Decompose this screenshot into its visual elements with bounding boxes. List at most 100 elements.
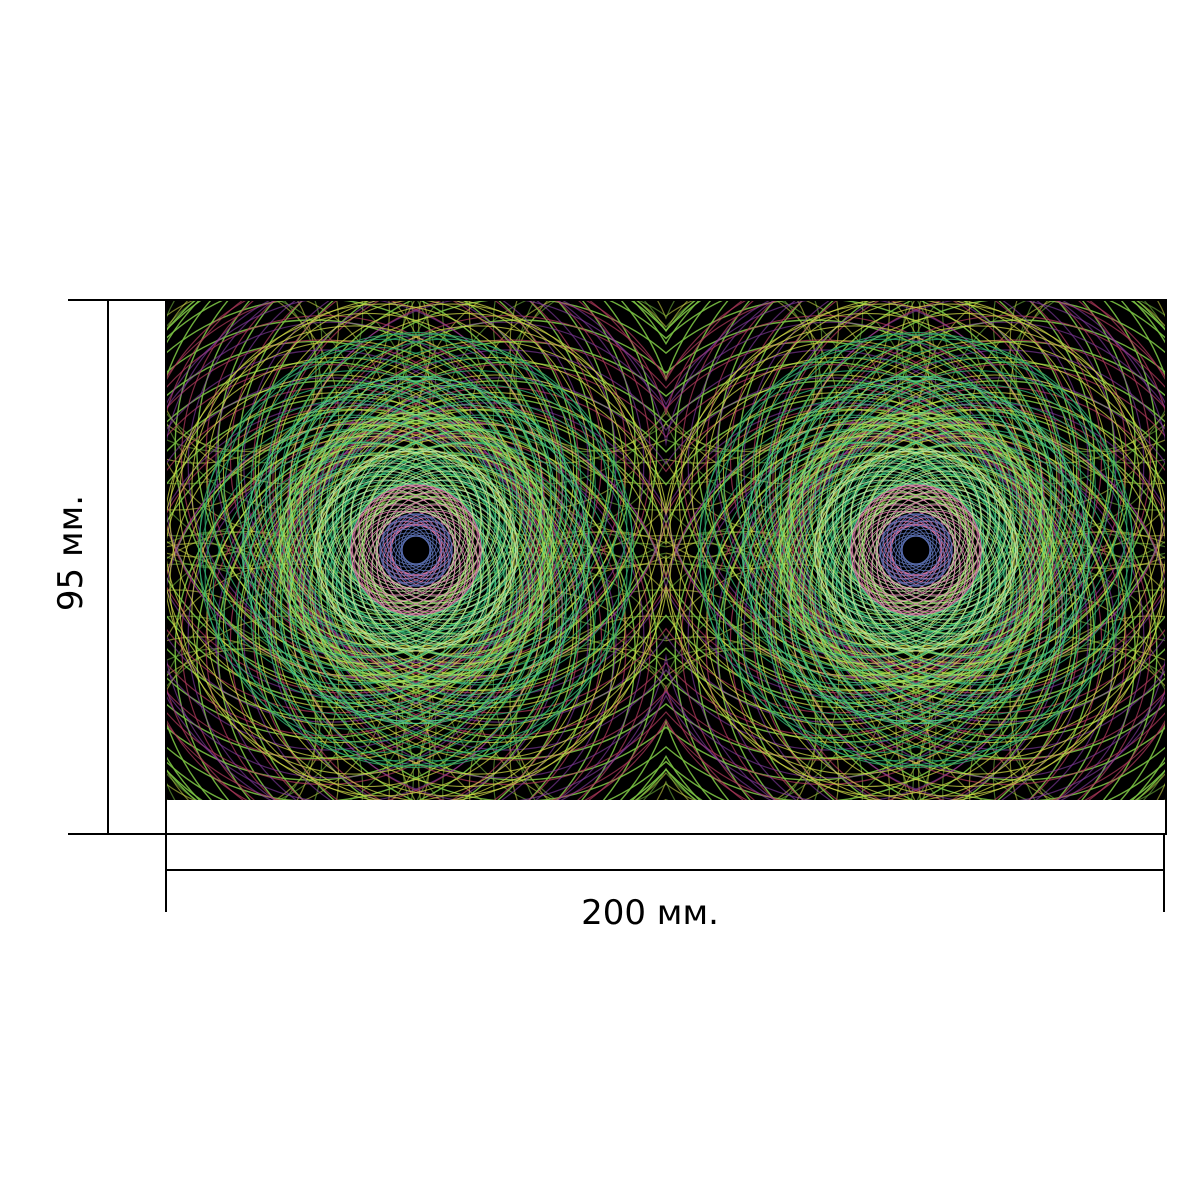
spiro-ring — [706, 303, 1058, 655]
spiro-ring — [379, 524, 431, 576]
spiro-ring — [898, 532, 950, 584]
spirograph-pattern-icon — [666, 300, 1166, 800]
spiro-ring — [831, 495, 1023, 687]
spiro-ring — [776, 479, 1018, 721]
spiro-ring — [390, 504, 482, 596]
spiro-ring — [243, 300, 645, 665]
spiro-ring — [799, 339, 1166, 761]
spiro-ring — [279, 361, 666, 800]
spiro-ring — [857, 433, 1049, 625]
spiro-ring — [366, 455, 508, 597]
spiro-ring — [380, 520, 432, 572]
spiro-ring — [894, 514, 946, 566]
spiro-ring — [166, 361, 553, 800]
spiro-ring — [309, 413, 501, 605]
spiro-ring — [215, 439, 617, 800]
spiro-ring — [166, 300, 553, 739]
spiro-ring — [358, 488, 450, 580]
spiro-ring — [809, 495, 1001, 687]
spiro-ring — [301, 377, 666, 779]
spiro-ring — [386, 492, 478, 584]
spiro-ring — [687, 300, 1089, 665]
spiro-ring — [386, 514, 438, 566]
spiro-ring — [372, 462, 513, 604]
spiro-ring — [380, 528, 432, 580]
spiro-ring — [774, 303, 1126, 655]
spiro-ring — [398, 516, 450, 568]
height-label: 95 мм. — [51, 495, 91, 611]
spiro-ring — [324, 455, 466, 597]
spiro-ring — [850, 448, 991, 590]
spiro-ring — [890, 513, 942, 565]
spiro-ring — [841, 510, 982, 652]
spiro-ring — [666, 319, 1044, 781]
spiro-ring — [872, 462, 1013, 604]
spiro-ring — [705, 300, 1127, 667]
spiro-ring — [715, 300, 1117, 661]
spiro-ring — [370, 524, 462, 616]
spiro-ring — [341, 510, 482, 652]
spiro-ring — [318, 357, 620, 659]
spiro-ring — [223, 346, 525, 648]
spiro-ring — [765, 466, 1067, 769]
spiro-ring — [274, 303, 626, 655]
spiro-ring — [400, 528, 452, 580]
spiro-ring — [666, 321, 1031, 723]
spiro-ring — [205, 433, 627, 800]
spiro-ring — [389, 498, 481, 590]
spiro-ring — [712, 357, 1014, 659]
spiro-ring — [882, 516, 934, 568]
spiro-ring — [215, 300, 617, 661]
spiro-ring — [307, 346, 609, 648]
spiro-ring — [743, 442, 985, 684]
spiro-ring — [331, 413, 523, 605]
spiro-ring — [875, 470, 1017, 612]
spiro-ring — [376, 485, 468, 577]
spiro-ring — [880, 528, 932, 580]
spiro-ring — [350, 504, 442, 596]
spiro-ring — [788, 319, 1166, 781]
spiro-ring — [799, 491, 991, 683]
spiro-ring — [386, 534, 438, 586]
spiro-ring — [898, 516, 950, 568]
spiro-ring — [809, 413, 1001, 605]
spiro-ring — [390, 535, 442, 587]
spiro-ring — [847, 416, 1089, 658]
spiro-ring — [375, 488, 517, 630]
spiro-ring — [783, 475, 975, 667]
spiro-ring — [743, 416, 985, 658]
spiro-ring — [805, 349, 1166, 751]
spiro-ring — [319, 462, 460, 604]
spiro-ring — [666, 349, 1027, 751]
spiro-ring — [858, 488, 950, 580]
spiro-ring — [777, 454, 969, 646]
spiro-ring — [243, 435, 645, 800]
spiro-ring — [206, 445, 558, 797]
spiro-ring — [315, 470, 457, 612]
spiro-ring — [872, 496, 1013, 638]
spiro-ring — [315, 488, 457, 630]
spiro-ring — [841, 491, 1033, 683]
width-label: 200 мм. — [581, 893, 719, 933]
spiro-ring — [850, 504, 942, 596]
spiro-ring — [866, 455, 1008, 597]
spiro-ring — [841, 417, 1033, 609]
spiro-ring — [814, 379, 1056, 621]
spiro-ring — [715, 439, 1117, 800]
spiro-ring — [820, 411, 1012, 603]
spiro-ring — [382, 488, 474, 580]
spiro-ring — [890, 504, 982, 596]
spiro-ring — [876, 485, 968, 577]
spiro-ring — [283, 433, 475, 625]
spiro-ring — [318, 441, 620, 743]
spiro-ring — [347, 416, 589, 658]
width-dimension — [165, 834, 1165, 912]
spiro-ring — [801, 321, 1166, 723]
spiro-ring — [886, 514, 938, 566]
spiro-ring — [901, 524, 953, 576]
spiro-ring — [687, 435, 1089, 800]
spiro-ring — [332, 399, 635, 701]
spiro-ring — [265, 331, 567, 634]
spiro-ring — [886, 492, 978, 584]
spiro-ring — [375, 470, 517, 612]
